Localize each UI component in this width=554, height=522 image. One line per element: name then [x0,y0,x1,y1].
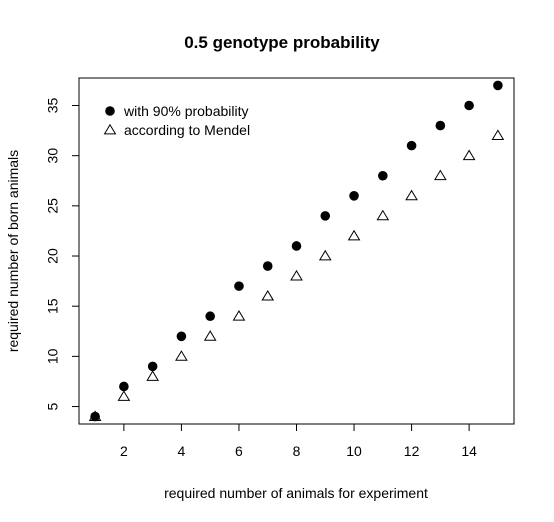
point-90pct [234,281,244,291]
y-tick-label: 10 [45,348,61,364]
point-90pct [176,331,187,342]
point-90pct [435,120,446,131]
point-90pct [205,311,215,322]
point-90pct [349,191,359,201]
x-axis-label: required number of animals for experimen… [164,485,428,501]
point-90pct [119,381,129,392]
legend-marker-circle [105,106,115,116]
y-tick-label: 15 [45,298,61,314]
point-90pct [378,170,388,181]
y-axis: 5 10 15 20 25 30 35 [45,97,80,410]
point-mendel [491,129,505,140]
point-mendel [88,410,102,421]
point-mendel [146,370,159,381]
point-mendel [434,169,447,181]
point-90pct [493,80,503,91]
x-tick-label: 8 [293,443,301,459]
chart-title: 0.5 genotype probability [184,33,380,52]
legend-label: with 90% probability [123,103,249,119]
data-points [88,80,505,422]
y-tick-label: 35 [45,97,61,113]
point-90pct [406,140,417,151]
point-90pct [147,361,158,372]
point-90pct [320,211,331,221]
point-mendel [405,189,418,201]
x-tick-label: 4 [178,443,186,459]
legend-label: according to Mendel [124,122,250,138]
point-mendel [175,350,188,361]
x-axis: 2 4 6 8 10 12 14 [120,423,477,459]
point-mendel [347,229,361,241]
point-mendel [376,209,390,221]
legend: with 90% probability according to Mendel [103,103,250,138]
point-mendel [261,289,275,301]
y-tick-label: 20 [45,248,61,264]
x-tick-label: 2 [120,443,128,459]
point-90pct [90,411,100,422]
point-90pct [464,100,474,111]
x-tick-label: 10 [346,443,362,459]
legend-marker-triangle [103,123,117,135]
y-tick-label: 25 [45,198,61,214]
point-mendel [203,330,217,341]
y-tick-label: 30 [45,148,61,164]
point-mendel [462,149,476,161]
x-tick-label: 6 [235,443,243,459]
point-mendel [232,310,246,321]
point-90pct [262,261,273,271]
y-axis-label: required number of born animals [5,150,21,352]
x-tick-label: 14 [461,443,477,459]
point-mendel [117,390,131,401]
x-tick-label: 12 [404,443,420,459]
y-tick-label: 5 [45,402,61,410]
point-90pct [291,241,302,251]
point-mendel [318,249,332,261]
point-mendel [290,269,303,281]
